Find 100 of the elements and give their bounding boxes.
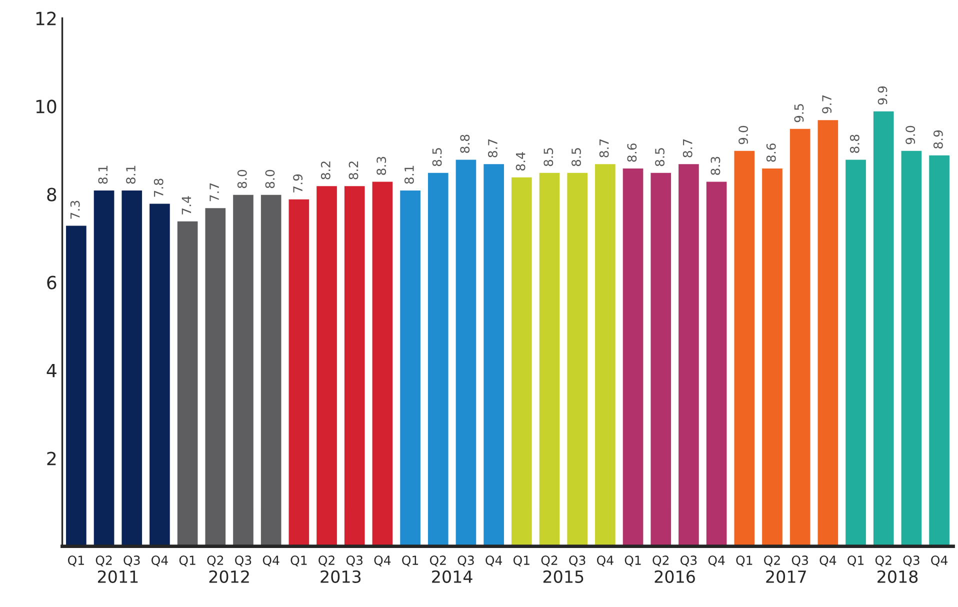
text: 2018 — [878, 570, 918, 583]
y-tick-label: 10 — [36, 100, 56, 114]
data-label: 8.4 — [516, 152, 526, 171]
x-tick-label: Q4 — [708, 556, 725, 566]
bar — [454, 158, 478, 546]
bar — [204, 206, 227, 546]
data-label: 8.0 — [237, 170, 247, 188]
x-tick-label: Q2 — [96, 556, 112, 566]
text: 2011 — [98, 570, 138, 583]
data-label: 8.3 — [376, 156, 386, 175]
x-tick-label: Q2 — [430, 556, 446, 566]
text: 2013 — [320, 570, 361, 583]
x-tick-label: Q3 — [346, 556, 363, 566]
bar — [176, 220, 200, 546]
x-tick-label: Q4 — [486, 556, 502, 566]
bar — [92, 189, 116, 546]
data-label: 8.2 — [320, 162, 330, 180]
text: 2012 — [209, 570, 249, 583]
data-label: 9.0 — [906, 126, 916, 144]
text: 2014 — [432, 570, 472, 583]
bar — [315, 184, 338, 546]
data-label: 8.7 — [599, 139, 609, 158]
x-tick-label: Q4 — [931, 556, 948, 566]
x-tick-label: Q2 — [875, 556, 892, 566]
bar — [120, 189, 144, 546]
x-tick-label: Q3 — [458, 556, 474, 566]
x-tick-label: Q4 — [596, 556, 614, 566]
y-tick-label: 4 — [46, 364, 56, 378]
x-tick-label: Q4 — [262, 556, 280, 566]
data-label: 9.9 — [878, 86, 888, 105]
data-label: 7.7 — [210, 183, 219, 202]
bar — [287, 198, 310, 546]
bar — [760, 167, 784, 546]
bar — [900, 150, 923, 546]
bar — [260, 194, 283, 546]
bar — [538, 172, 562, 546]
data-label: 7.3 — [70, 200, 80, 219]
x-tick-label: Q1 — [848, 556, 864, 566]
text: 2016 — [654, 570, 695, 583]
bar — [928, 154, 951, 546]
bar — [649, 172, 672, 546]
x-tick-label: Q3 — [903, 556, 920, 566]
data-label: 8.5 — [432, 148, 442, 166]
bar — [398, 189, 422, 546]
bar — [677, 162, 700, 546]
data-label: 9.0 — [738, 126, 748, 144]
text: 2015 — [543, 570, 584, 583]
data-label: 8.5 — [544, 148, 554, 166]
bar — [232, 194, 255, 546]
x-tick-label: Q2 — [764, 556, 780, 566]
x-tick-label: Q2 — [318, 556, 334, 566]
bar — [482, 162, 506, 546]
x-tick-label: Q2 — [207, 556, 224, 566]
text: 2017 — [766, 570, 806, 583]
bar — [148, 202, 172, 546]
data-label: 8.1 — [98, 166, 108, 184]
bar — [732, 150, 756, 546]
bar — [844, 158, 868, 546]
x-tick-label: Q1 — [402, 556, 418, 566]
data-label: 8.3 — [710, 156, 720, 175]
bar — [566, 172, 589, 546]
x-tick-label: Q3 — [235, 556, 252, 566]
data-label: 8.5 — [572, 148, 581, 166]
bar — [426, 172, 450, 546]
bar — [370, 180, 394, 546]
bar — [510, 176, 534, 546]
bar — [343, 184, 366, 546]
bar — [621, 167, 645, 546]
data-label: 8.5 — [655, 148, 664, 166]
x-tick-label: Q3 — [124, 556, 140, 566]
data-label: 8.2 — [348, 162, 358, 180]
x-tick-label: Q1 — [290, 556, 307, 566]
data-label: 8.1 — [404, 166, 414, 184]
bar — [816, 118, 840, 546]
data-label: 8.7 — [682, 139, 692, 158]
data-label: 8.0 — [265, 170, 275, 188]
data-label: 7.4 — [182, 196, 192, 214]
data-label: 8.8 — [850, 134, 860, 153]
data-label: 9.7 — [822, 95, 832, 114]
bar — [64, 224, 88, 546]
bar — [872, 110, 896, 546]
x-tick-label: Q1 — [513, 556, 530, 566]
y-tick-label: 12 — [36, 12, 56, 26]
x-tick-label: Q1 — [179, 556, 196, 566]
x-tick-label: Q2 — [541, 556, 558, 566]
y-tick-label: 2 — [47, 452, 56, 466]
x-tick-label: Q4 — [152, 556, 168, 566]
data-label: 8.9 — [933, 130, 943, 149]
x-tick-label: Q2 — [652, 556, 669, 566]
bar — [788, 128, 812, 546]
x-tick-label: Q1 — [68, 556, 84, 566]
data-label: 9.5 — [794, 104, 804, 122]
x-tick-label: Q3 — [680, 556, 697, 566]
data-label: 8.8 — [460, 134, 470, 153]
x-tick-label: Q3 — [792, 556, 808, 566]
data-label: 8.1 — [126, 166, 136, 184]
data-label: 8.6 — [627, 143, 637, 162]
x-tick-label: Q3 — [569, 556, 586, 566]
x-tick-label: Q1 — [624, 556, 641, 566]
bar — [594, 162, 617, 546]
